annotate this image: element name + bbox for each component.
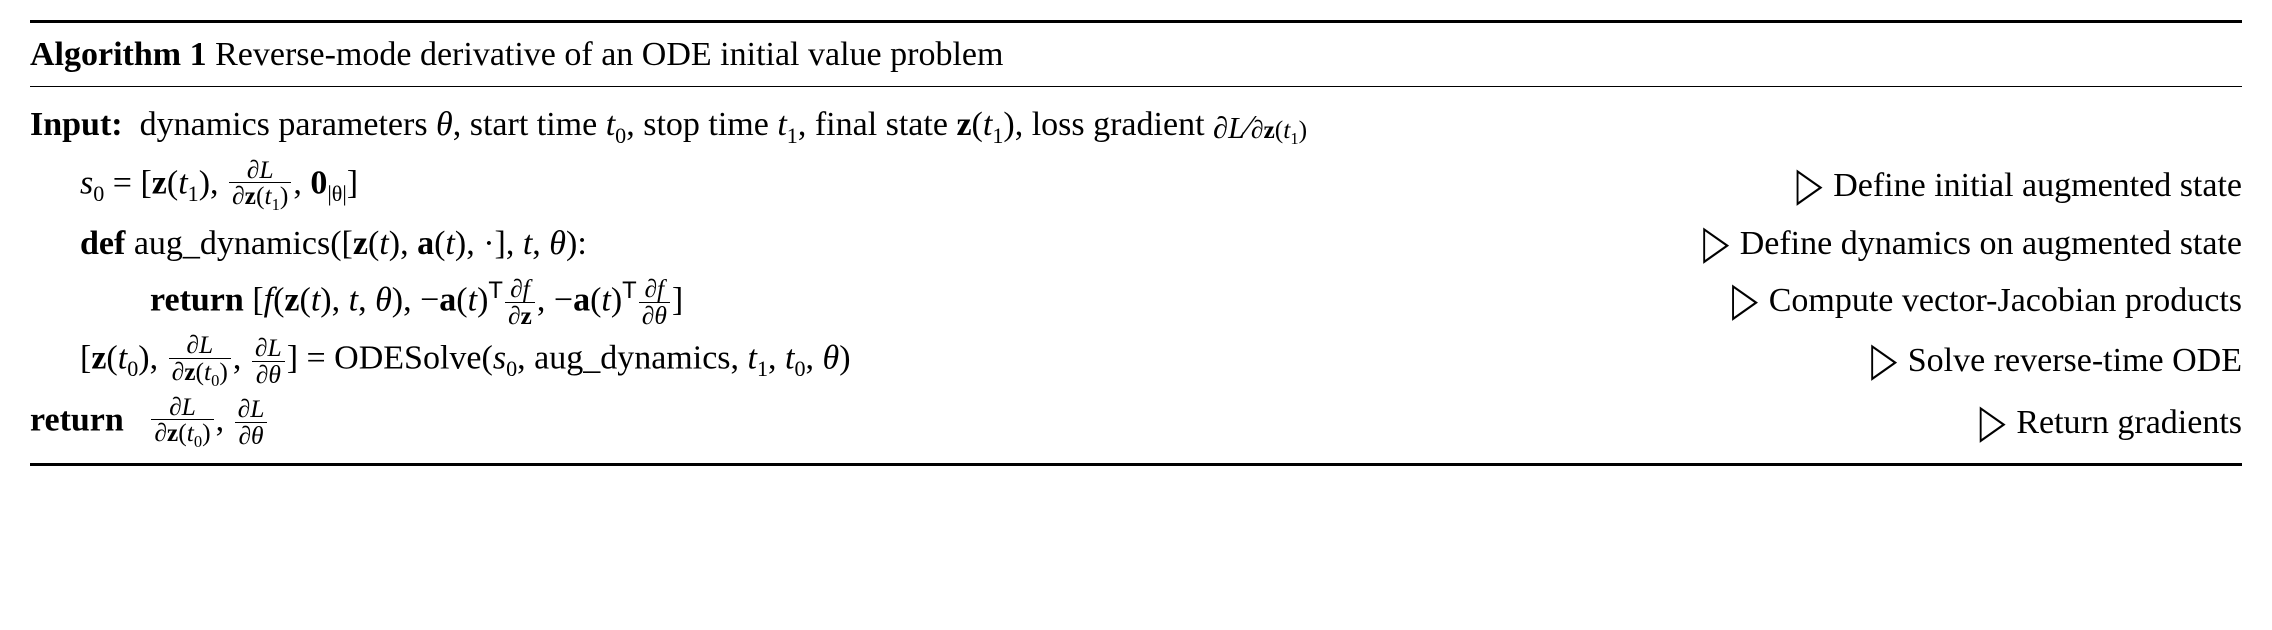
input-left: Input: dynamics parameters θ, start time… (30, 99, 1307, 153)
triangle-icon: ▷ (1980, 386, 2006, 457)
frac-dL-dtheta-out: ∂L∂θ (235, 396, 268, 448)
line-s0: s0 = [z(t1), ∂L∂z(t1), 0|θ|] ▷ Define in… (30, 155, 2242, 216)
algorithm-block: Algorithm 1 Reverse-mode derivative of a… (30, 20, 2242, 466)
frac-dL-dzt0-out: ∂L∂z(t0) (151, 394, 213, 451)
t0-sub: 0 (615, 123, 626, 148)
line-return-left: return ∂L∂z(t0), ∂L∂θ (30, 394, 269, 451)
line-return: return ∂L∂z(t0), ∂L∂θ ▷ Return gradients (30, 392, 2242, 453)
line-return-inner: return [f(z(t), t, θ), −a(t)T∂f∂z, −a(t)… (30, 271, 2242, 331)
frac-dL-dzt0: ∂L∂z(t0) (169, 332, 231, 389)
algorithm-title: Reverse-mode derivative of an ODE initia… (215, 36, 1003, 73)
triangle-icon: ▷ (1732, 265, 1758, 336)
t0: t (606, 106, 615, 143)
line-return-inner-comment: ▷ Compute vector-Jacobian products (1692, 275, 2242, 326)
input-text2: , start time (453, 106, 606, 143)
input-text4: , final state (798, 106, 957, 143)
line-def-comment: ▷ Define dynamics on augmented state (1663, 218, 2242, 269)
line-def-left: def aug_dynamics([z(t), a(t), ·], t, θ): (30, 218, 587, 269)
line-def: def aug_dynamics([z(t), a(t), ·], t, θ):… (30, 216, 2242, 271)
triangle-icon: ▷ (1703, 208, 1729, 279)
loss-gradient: ∂L⁄∂z(t1) (1213, 102, 1307, 153)
frac-df-dz: ∂f∂z (505, 276, 535, 328)
triangle-icon: ▷ (1797, 150, 1823, 221)
triangle-icon: ▷ (1871, 325, 1897, 396)
line-odesolve-left: [z(t0), ∂L∂z(t0), ∂L∂θ] = ODESolve(s0, a… (30, 332, 851, 389)
line-odesolve: [z(t0), ∂L∂z(t0), ∂L∂θ] = ODESolve(s0, a… (30, 330, 2242, 391)
t1: t (777, 106, 786, 143)
algorithm-body: Input: dynamics parameters θ, start time… (30, 87, 2242, 463)
line-odesolve-comment: ▷ Solve reverse-time ODE (1831, 335, 2242, 386)
input-line: Input: dynamics parameters θ, start time… (30, 97, 2242, 155)
z: z (956, 106, 971, 143)
algorithm-label: Algorithm 1 (30, 36, 207, 73)
input-text3: , stop time (626, 106, 777, 143)
input-text5: , loss gradient (1015, 106, 1213, 143)
frac-df-dtheta: ∂f∂θ (639, 276, 670, 328)
line-return-inner-left: return [f(z(t), t, θ), −a(t)T∂f∂z, −a(t)… (30, 273, 683, 329)
zt1: t (983, 106, 992, 143)
line-return-comment: ▷ Return gradients (1940, 397, 2242, 448)
theta: θ (436, 106, 453, 143)
input-label: Input: (30, 106, 123, 143)
algorithm-header: Algorithm 1 Reverse-mode derivative of a… (30, 23, 2242, 87)
zt1-sub: 1 (992, 123, 1003, 148)
input-text1: dynamics parameters (140, 106, 436, 143)
t1-sub: 1 (787, 123, 798, 148)
line-s0-comment: ▷ Define initial augmented state (1757, 160, 2242, 211)
frac-dL-dtheta: ∂L∂θ (252, 335, 285, 387)
frac-dL-dzt1: ∂L∂z(t1) (229, 157, 291, 214)
line-s0-left: s0 = [z(t1), ∂L∂z(t1), 0|θ|] (30, 157, 358, 214)
